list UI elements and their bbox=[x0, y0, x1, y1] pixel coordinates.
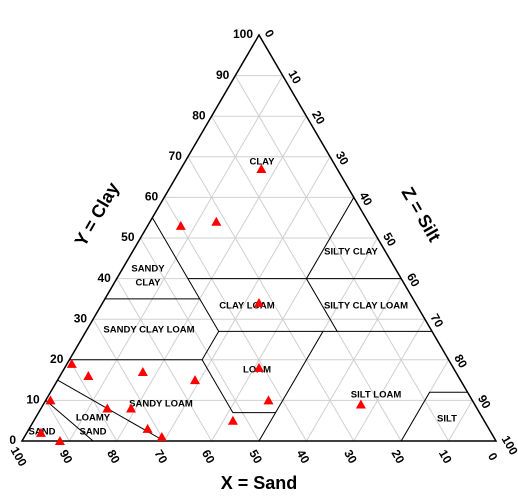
data-point bbox=[254, 297, 264, 307]
data-point bbox=[156, 431, 167, 441]
data-point bbox=[175, 220, 186, 230]
grid-line bbox=[187, 156, 355, 442]
data-point bbox=[263, 395, 274, 405]
x-tick-label: 60 bbox=[199, 447, 218, 466]
data-point bbox=[66, 358, 77, 368]
data-point bbox=[102, 403, 113, 413]
boundary bbox=[258, 331, 324, 442]
region-label: SANDY LOAM bbox=[129, 399, 193, 410]
z-tick-label: 60 bbox=[404, 271, 423, 290]
grid-line bbox=[92, 318, 165, 442]
region-label: SANDY bbox=[131, 264, 165, 275]
x-tick-label: 90 bbox=[57, 447, 76, 466]
z-tick-label: 90 bbox=[475, 392, 494, 411]
data-point bbox=[227, 415, 238, 425]
region-label: SANDY CLAY LOAM bbox=[103, 325, 194, 336]
data-point bbox=[54, 436, 65, 445]
x-tick-label: 0 bbox=[485, 450, 501, 463]
data-point bbox=[137, 366, 148, 376]
x-tick-label: 100 bbox=[8, 444, 30, 469]
data-point bbox=[256, 163, 267, 173]
grid-line bbox=[353, 318, 426, 442]
x-tick-label: 20 bbox=[389, 447, 408, 466]
data-point bbox=[83, 371, 94, 381]
y-tick-label: 80 bbox=[192, 108, 206, 122]
region-label: SILTY CLAY bbox=[324, 247, 378, 258]
boundary bbox=[305, 278, 338, 332]
data-point bbox=[190, 375, 201, 385]
y-tick-label: 90 bbox=[216, 68, 230, 82]
region-label: SILT bbox=[437, 414, 457, 425]
grid-line bbox=[448, 400, 473, 442]
boundary bbox=[151, 217, 276, 414]
x-axis-title: X = Sand bbox=[221, 473, 298, 493]
y-axis-title: Y = Clay bbox=[71, 179, 123, 250]
y-tick-label: 20 bbox=[50, 352, 64, 366]
region-boundaries bbox=[20, 33, 498, 442]
grid-line bbox=[234, 75, 450, 442]
z-tick-label: 100 bbox=[499, 433, 518, 458]
y-tick-label: 30 bbox=[74, 311, 88, 325]
x-tick-label: 50 bbox=[246, 447, 265, 466]
data-point bbox=[211, 216, 222, 226]
z-tick-label: 80 bbox=[451, 352, 470, 371]
x-tick-label: 70 bbox=[152, 447, 171, 466]
region-label: CLAY bbox=[250, 157, 276, 168]
data-point bbox=[126, 403, 137, 413]
grid-line bbox=[305, 278, 402, 442]
data-points bbox=[35, 163, 366, 445]
region-label: SILT LOAM bbox=[351, 390, 402, 401]
region-labels: CLAY SANDY CLAY SILTY CLAY CLAY LOAM SIL… bbox=[29, 157, 458, 438]
region-label: SAND bbox=[80, 427, 107, 438]
x-tick-label: 30 bbox=[341, 447, 360, 466]
region-label: LOAMY bbox=[76, 413, 111, 424]
grid-line bbox=[163, 156, 331, 442]
data-point bbox=[142, 423, 153, 433]
z-tick-label: 70 bbox=[428, 311, 447, 330]
x-tick-label: 80 bbox=[104, 447, 123, 466]
y-tick-label: 50 bbox=[121, 230, 135, 244]
z-tick-label: 30 bbox=[333, 149, 352, 168]
y-tick-label: 60 bbox=[145, 190, 159, 204]
region-label: SILTY CLAY LOAM bbox=[324, 301, 408, 312]
y-tick-label: 70 bbox=[169, 149, 183, 163]
region-label: CLAY bbox=[136, 278, 162, 289]
y-tick-label: 10 bbox=[26, 393, 40, 407]
z-tick-label: 20 bbox=[309, 108, 328, 127]
data-point bbox=[254, 362, 264, 372]
boundary bbox=[305, 197, 355, 279]
grid-line bbox=[45, 400, 70, 442]
z-tick-label: 10 bbox=[285, 68, 304, 87]
z-tick-label: 50 bbox=[380, 230, 399, 249]
z-tick-label: 40 bbox=[356, 189, 375, 208]
data-point bbox=[35, 427, 46, 437]
grid-line bbox=[140, 237, 260, 442]
region-label: CLAY LOAM bbox=[219, 301, 275, 312]
z-tick-label: 0 bbox=[262, 27, 278, 40]
y-tick-label: 40 bbox=[97, 271, 111, 285]
data-point bbox=[355, 399, 366, 409]
x-tick-label: 40 bbox=[294, 447, 313, 466]
boundary bbox=[400, 391, 468, 442]
x-tick-label: 10 bbox=[436, 447, 455, 466]
z-axis-title: Z = Silt bbox=[398, 184, 445, 246]
y-tick-label: 100 bbox=[233, 27, 253, 41]
y-tick-label: 0 bbox=[9, 433, 16, 447]
boundary bbox=[45, 400, 94, 442]
triangle-frame bbox=[20, 33, 498, 442]
tick-labels: 0102030405060708090100010203040506070809… bbox=[8, 27, 518, 469]
data-point bbox=[45, 395, 56, 405]
